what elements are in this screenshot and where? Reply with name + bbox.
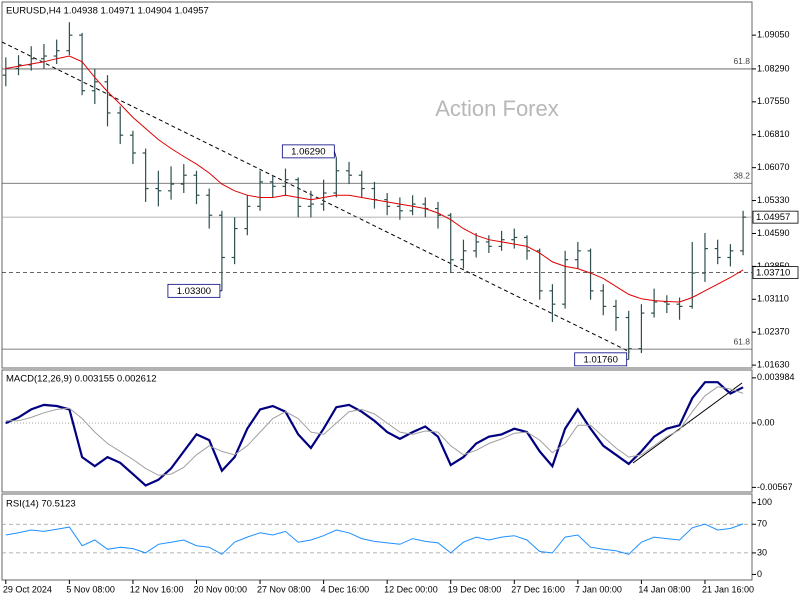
y-tick-label: 1.02370: [757, 327, 790, 337]
y-tick-label: 1.06810: [757, 129, 790, 139]
y-tick-label: 1.03850: [757, 261, 790, 271]
y-tick-label: 0: [757, 569, 762, 579]
y-tick-label: 1.05330: [757, 195, 790, 205]
annotation-box: [574, 352, 628, 367]
y-tick-label: 70: [757, 519, 767, 529]
x-tick-label: 27 Nov 08:00: [257, 584, 311, 594]
x-tick-label: 7 Jan 00:00: [575, 584, 622, 594]
rsi-panel: [1, 493, 753, 581]
panel-title: MACD(12,26,9) 0.003155 0.002612: [6, 374, 157, 385]
indicator-line: [5, 381, 744, 487]
x-tick-label: 14 Jan 08:00: [638, 584, 690, 594]
x-tick-label: 20 Nov 00:00: [193, 584, 247, 594]
y-tick-label: 1.07550: [757, 96, 790, 106]
x-tick-label: 12 Nov 16:00: [130, 584, 184, 594]
y-tick-label: 100: [757, 497, 772, 507]
y-tick-label: 1.08290: [757, 63, 790, 73]
x-tick-label: 5 Nov 08:00: [66, 584, 115, 594]
y-tick-label: 1.04590: [757, 228, 790, 238]
y-tick-label: 1.09050: [757, 30, 790, 40]
level-box: [752, 210, 799, 224]
y-tick-label: 1.01630: [757, 359, 790, 369]
fib-label: 61.8: [733, 56, 750, 66]
level-label: 1.04957: [756, 212, 790, 223]
y-tick-label: 1.06070: [757, 162, 790, 172]
y-tick-label: 30: [757, 547, 767, 557]
x-tick-label: 4 Dec 16:00: [321, 584, 370, 594]
panel-title: EURUSD,H4 1.04938 1.04971 1.04904 1.0495…: [6, 6, 209, 17]
y-tick-label: 1.03110: [757, 294, 789, 304]
annotation-label: 1.06290: [291, 146, 325, 157]
y-tick-label: 0.003984: [757, 372, 795, 382]
x-tick-label: 19 Dec 08:00: [448, 584, 502, 594]
x-tick-label: 21 Jan 16:00: [702, 584, 754, 594]
annotation-box: [167, 283, 221, 298]
indicator-line: [5, 523, 744, 555]
annotation-label: 1.03300: [177, 286, 211, 297]
y-tick-label: -0.00567: [757, 482, 793, 492]
fib-label: 38.2: [733, 170, 750, 180]
level-box: [752, 266, 799, 280]
annotation-label: 1.01760: [584, 354, 618, 365]
fib-label: 61.8: [733, 336, 750, 346]
macd-trend-line: [632, 382, 743, 464]
watermark: Action Forex: [435, 96, 559, 121]
y-tick-label: 0.00: [757, 417, 775, 427]
trend-line: [1, 41, 631, 353]
panel-title: RSI(14) 70.5123: [6, 499, 76, 510]
x-tick-label: 29 Oct 2024: [3, 584, 52, 594]
x-tick-label: 27 Dec 16:00: [511, 584, 565, 594]
x-tick-label: 12 Dec 00:00: [384, 584, 438, 594]
annotation-box: [281, 144, 335, 159]
indicator-line: [5, 386, 744, 476]
moving-average: [5, 55, 744, 303]
macd-panel: [1, 369, 753, 493]
level-label: 1.03710: [756, 268, 790, 279]
price-panel: [1, 1, 753, 369]
